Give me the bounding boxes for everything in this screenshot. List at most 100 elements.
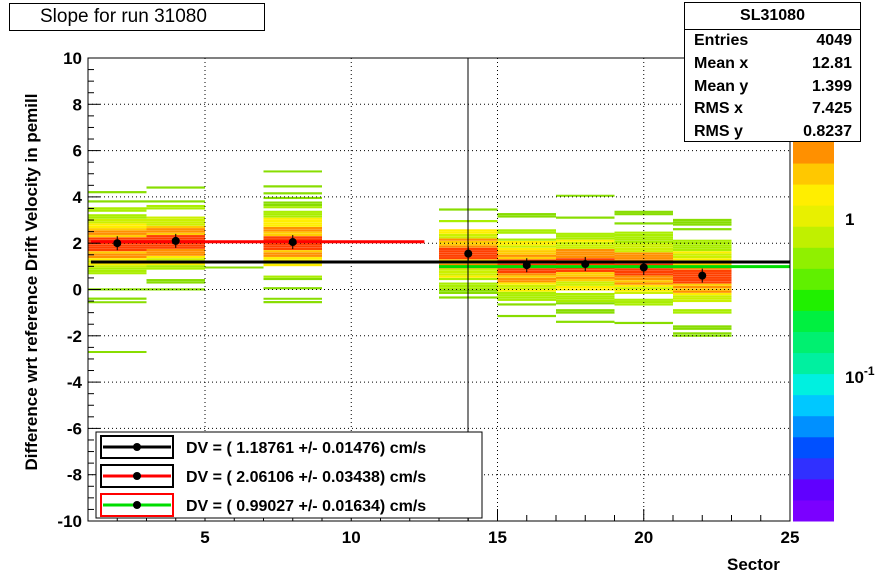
heatmap-cell xyxy=(263,257,322,260)
heatmap-cell xyxy=(497,298,556,301)
palette-cell xyxy=(793,310,834,332)
legend-text: DV = ( 2.06106 +/- 0.03438) cm/s xyxy=(186,469,426,486)
x-tick-label: 15 xyxy=(488,528,507,547)
heatmap-cell xyxy=(497,282,556,285)
heatmap-cell xyxy=(263,210,322,213)
heatmap-cell xyxy=(614,243,673,246)
x-tick-label: 10 xyxy=(342,528,361,547)
heatmap-cell xyxy=(263,196,322,200)
heatmap-cell xyxy=(263,233,322,237)
heatmap-cell xyxy=(614,210,673,213)
heatmap-cell xyxy=(263,229,322,232)
heatmap-cell xyxy=(556,285,615,289)
palette-cell xyxy=(793,247,834,269)
heatmap-cell xyxy=(497,213,556,216)
heatmap-cell xyxy=(497,277,556,281)
stats-row: Entries 4049 xyxy=(685,30,860,53)
heatmap-cell xyxy=(88,228,147,231)
heatmap-cell xyxy=(497,252,556,255)
palette-cell xyxy=(793,478,834,501)
legend-point xyxy=(133,472,141,480)
stats-label: RMS x xyxy=(694,100,743,118)
heatmap-cell xyxy=(614,259,673,262)
heatmap-cell xyxy=(88,255,147,259)
heatmap-cell xyxy=(146,204,205,208)
heatmap-cell xyxy=(673,253,732,256)
stats-label: RMS y xyxy=(694,123,743,141)
heatmap-cell xyxy=(88,232,147,235)
heatmap-cell xyxy=(556,216,615,219)
heatmap-cell xyxy=(497,229,556,232)
heatmap-cell xyxy=(614,284,673,288)
heatmap-cell xyxy=(146,223,205,226)
heatmap-cell xyxy=(556,251,615,254)
heatmap-cell xyxy=(88,214,147,217)
heatmap-cell xyxy=(673,242,732,245)
heatmap-cell xyxy=(263,201,322,204)
color-palette: 1 10-1 xyxy=(793,142,875,522)
heatmap-cell xyxy=(497,275,556,278)
heatmap-cell xyxy=(146,218,205,222)
y-tick-label: -10 xyxy=(57,512,82,531)
heatmap-cell xyxy=(88,218,147,222)
heatmap-cell xyxy=(673,251,732,254)
axes: 5 10 15 20 25 -10 -8 -6 -4 -2 0 2 4 6 8 10 xyxy=(57,49,799,547)
x-tick-label: 5 xyxy=(200,528,209,547)
heatmap-cell xyxy=(614,280,673,283)
heatmap-cell xyxy=(673,248,732,252)
heatmap-cell xyxy=(88,200,147,203)
heatmap-cell xyxy=(88,235,147,238)
heatmap-cell xyxy=(88,301,147,304)
heatmap-cell xyxy=(673,244,732,247)
heatmap-cell xyxy=(614,291,673,294)
heatmap-cell xyxy=(146,248,205,252)
heatmap-cell xyxy=(263,192,322,195)
heatmap-cell xyxy=(556,299,615,303)
legend-point xyxy=(133,501,141,509)
heatmap-cell xyxy=(556,320,615,323)
heatmap-cell xyxy=(614,231,673,234)
x-tick-label: 20 xyxy=(634,528,653,547)
heatmap-cell xyxy=(614,222,673,225)
heatmap-cell xyxy=(88,253,147,256)
stats-value: 0.8237 xyxy=(803,123,852,141)
heatmap-cell xyxy=(614,287,673,290)
heatmap-cell xyxy=(497,303,556,306)
heatmap-cell xyxy=(263,220,322,223)
heatmap-cell xyxy=(497,238,556,241)
heatmap-cell xyxy=(88,230,147,233)
heatmap-cell xyxy=(497,314,556,318)
x-axis-title: Sector xyxy=(727,555,780,574)
heatmap-cell xyxy=(263,250,322,253)
heatmap-cell xyxy=(146,216,205,219)
heatmap-cell xyxy=(497,231,556,234)
stats-row: RMS x 7.425 xyxy=(685,98,860,121)
heatmap-cell xyxy=(673,239,732,242)
heatmap-cell xyxy=(614,298,673,301)
heatmap-cell xyxy=(263,254,322,257)
heatmap-cell xyxy=(673,325,732,328)
heatmap-cell xyxy=(614,240,673,244)
heatmap-cell xyxy=(614,254,673,257)
y-tick-label: 8 xyxy=(73,95,82,114)
heatmap-cell xyxy=(88,267,147,270)
heatmap-cell xyxy=(146,253,205,256)
heatmap-cell xyxy=(614,282,673,285)
heatmap-cell xyxy=(497,280,556,283)
palette-cell xyxy=(793,289,834,311)
heatmap-cell xyxy=(614,247,673,250)
data-point xyxy=(581,260,590,269)
y-tick-label: 2 xyxy=(73,234,82,253)
legend: DV = ( 1.18761 +/- 0.01476) cm/s DV = ( 2… xyxy=(95,431,483,519)
heatmap-cell xyxy=(556,276,615,279)
stats-row: RMS y 0.8237 xyxy=(685,121,860,144)
heatmap-cell xyxy=(556,235,615,238)
stats-value: 1.399 xyxy=(811,77,852,95)
heatmap-cell xyxy=(146,200,205,203)
stats-label: Mean x xyxy=(694,54,749,72)
heatmap-cell xyxy=(88,258,147,261)
stats-box: SL31080 Entries 4049 Mean x 12.81 Mean y 1.… xyxy=(684,2,861,142)
heatmap-cell xyxy=(88,272,147,275)
heatmap-cell xyxy=(673,255,732,259)
heatmap-cell xyxy=(556,237,615,240)
